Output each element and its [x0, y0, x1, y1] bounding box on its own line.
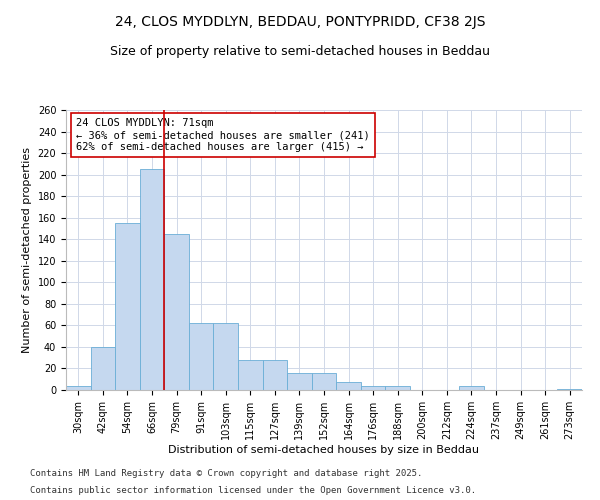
Text: Contains HM Land Registry data © Crown copyright and database right 2025.: Contains HM Land Registry data © Crown c… — [30, 468, 422, 477]
Bar — [238, 360, 263, 390]
Bar — [361, 386, 385, 390]
Bar — [385, 386, 410, 390]
Bar — [189, 323, 214, 390]
Bar — [263, 360, 287, 390]
Text: Contains public sector information licensed under the Open Government Licence v3: Contains public sector information licen… — [30, 486, 476, 495]
Text: 24, CLOS MYDDLYN, BEDDAU, PONTYPRIDD, CF38 2JS: 24, CLOS MYDDLYN, BEDDAU, PONTYPRIDD, CF… — [115, 15, 485, 29]
Bar — [115, 223, 140, 390]
Bar — [91, 347, 115, 390]
Text: Size of property relative to semi-detached houses in Beddau: Size of property relative to semi-detach… — [110, 45, 490, 58]
Bar — [557, 389, 582, 390]
Text: 24 CLOS MYDDLYN: 71sqm
← 36% of semi-detached houses are smaller (241)
62% of se: 24 CLOS MYDDLYN: 71sqm ← 36% of semi-det… — [76, 118, 370, 152]
Y-axis label: Number of semi-detached properties: Number of semi-detached properties — [22, 147, 32, 353]
Bar — [336, 382, 361, 390]
Bar — [214, 323, 238, 390]
Bar — [140, 169, 164, 390]
Bar — [459, 386, 484, 390]
Bar — [164, 234, 189, 390]
Bar — [287, 373, 312, 390]
X-axis label: Distribution of semi-detached houses by size in Beddau: Distribution of semi-detached houses by … — [169, 444, 479, 454]
Bar — [66, 386, 91, 390]
Bar — [312, 373, 336, 390]
